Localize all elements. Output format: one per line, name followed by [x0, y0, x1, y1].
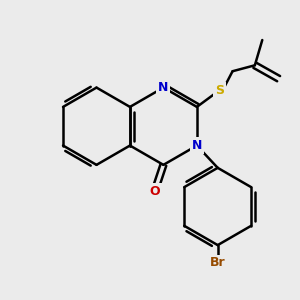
Text: N: N — [158, 81, 169, 94]
Text: N: N — [192, 139, 202, 152]
Text: S: S — [215, 84, 224, 97]
Text: Br: Br — [210, 256, 226, 269]
Text: O: O — [149, 185, 160, 198]
